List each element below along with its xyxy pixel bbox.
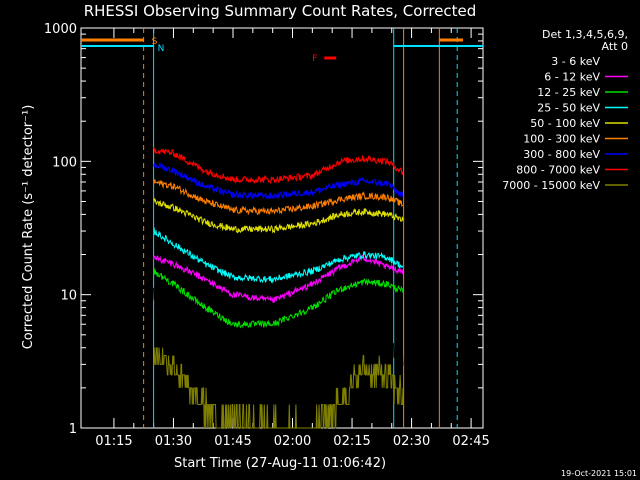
series-line-0 (153, 274, 404, 378)
x-tick-label: 01:45 (214, 434, 251, 449)
series-line-6 (153, 162, 404, 201)
legend-label: 25 - 50 keV (537, 102, 600, 115)
legend-header-line: Det 1,3,4,5,6,9, (542, 28, 628, 41)
mode-markers: SN F (81, 28, 483, 428)
y-tick-label: 1 (69, 422, 77, 437)
series-line-1 (153, 254, 404, 304)
axes: 1 10 100 1000 01:15 01:30 01:45 02:00 02:15 02:30… (44, 22, 490, 449)
y-tick-label: 1000 (44, 22, 77, 37)
series-line-2 (153, 268, 404, 329)
legend-label: 6 - 12 keV (544, 71, 600, 84)
legend-label: 12 - 25 keV (537, 86, 600, 99)
footer-date: 19-Oct-2021 15:01 (561, 469, 637, 478)
legend-label: 300 - 800 keV (523, 148, 600, 161)
series-line-4 (153, 197, 404, 234)
saa-marker-label: S (152, 37, 158, 47)
flare-marker-label: F (312, 54, 317, 64)
series-line-5 (153, 179, 404, 216)
series-line-7 (153, 147, 404, 185)
x-tick-label: 01:15 (95, 434, 132, 449)
legend-label: 3 - 6 keV (551, 55, 600, 68)
x-tick-label: 02:15 (333, 434, 370, 449)
series-line-3 (153, 227, 404, 284)
x-axis-label: Start Time (27-Aug-11 01:06:42) (174, 456, 386, 471)
legend-header-line: Att 0 (602, 40, 628, 53)
legend-label: 100 - 300 keV (523, 133, 600, 146)
x-tick-label: 02:30 (393, 434, 430, 449)
legend: Det 1,3,4,5,6,9,Att 03 - 6 keV 6 - 12 keV… (502, 28, 628, 192)
series-line-8 (153, 347, 404, 429)
legend-label: 800 - 7000 keV (516, 164, 600, 177)
y-tick-label: 100 (52, 155, 77, 170)
legend-label: 50 - 100 keV (530, 117, 600, 130)
chart-title: RHESSI Observing Summary Count Rates, Co… (84, 2, 477, 20)
x-tick-label: 01:30 (155, 434, 192, 449)
x-tick-label: 02:00 (274, 434, 311, 449)
night-marker-label: N (158, 44, 165, 54)
y-axis-label: Corrected Count Rate (s⁻¹ detector⁻¹) (21, 105, 36, 350)
x-tick-label: 02:45 (452, 434, 489, 449)
series-layer (153, 147, 404, 429)
legend-label: 7000 - 15000 keV (502, 179, 600, 192)
y-tick-label: 10 (60, 289, 77, 304)
